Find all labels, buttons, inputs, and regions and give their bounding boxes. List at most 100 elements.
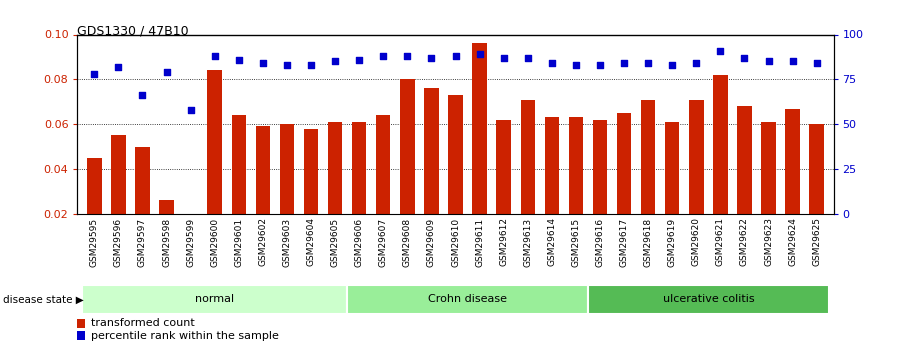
Point: [809, 60, 824, 66]
Bar: [425, 88, 438, 259]
Text: GSM29595: GSM29595: [90, 217, 98, 267]
Text: GSM29619: GSM29619: [668, 217, 677, 267]
Bar: [641, 100, 655, 259]
Text: GSM29604: GSM29604: [306, 217, 315, 266]
Text: GSM29623: GSM29623: [764, 217, 773, 266]
Text: GSM29599: GSM29599: [186, 217, 195, 267]
Point: [665, 62, 680, 68]
Text: transformed count: transformed count: [91, 318, 195, 328]
Bar: [111, 135, 126, 259]
Text: GSM29613: GSM29613: [523, 217, 532, 267]
Point: [425, 55, 439, 61]
Text: GSM29614: GSM29614: [548, 217, 557, 266]
Point: [135, 93, 149, 98]
Bar: [256, 126, 270, 259]
Text: GSM29624: GSM29624: [788, 217, 797, 266]
Bar: [593, 120, 608, 259]
Text: GSM29620: GSM29620: [691, 217, 701, 266]
Text: GSM29625: GSM29625: [813, 217, 821, 266]
Point: [785, 59, 800, 64]
Text: GSM29615: GSM29615: [571, 217, 580, 267]
Bar: [689, 100, 703, 259]
Text: GSM29612: GSM29612: [499, 217, 508, 266]
Point: [208, 53, 222, 59]
Bar: [568, 117, 583, 259]
FancyBboxPatch shape: [82, 285, 347, 314]
Point: [352, 57, 366, 62]
FancyBboxPatch shape: [588, 285, 829, 314]
Bar: [785, 108, 800, 259]
Point: [303, 62, 318, 68]
Point: [159, 69, 174, 75]
Text: GSM29603: GSM29603: [282, 217, 292, 267]
Point: [256, 60, 271, 66]
Bar: [737, 106, 752, 259]
Text: GDS1330 / 47B10: GDS1330 / 47B10: [77, 24, 189, 37]
Point: [183, 107, 198, 112]
Text: GSM29606: GSM29606: [354, 217, 363, 267]
Text: normal: normal: [195, 294, 234, 304]
Text: GSM29596: GSM29596: [114, 217, 123, 267]
Bar: [352, 122, 366, 259]
Bar: [208, 70, 222, 259]
Point: [280, 62, 294, 68]
Bar: [400, 79, 415, 259]
Text: GSM29600: GSM29600: [210, 217, 220, 267]
Text: GSM29616: GSM29616: [596, 217, 605, 267]
Text: GSM29598: GSM29598: [162, 217, 171, 267]
Bar: [496, 120, 511, 259]
Text: disease state ▶: disease state ▶: [3, 294, 84, 304]
Text: GSM29608: GSM29608: [403, 217, 412, 267]
Point: [328, 59, 343, 64]
Text: GSM29617: GSM29617: [619, 217, 629, 267]
Bar: [713, 75, 728, 259]
Bar: [280, 124, 294, 259]
Text: GSM29618: GSM29618: [644, 217, 652, 267]
Point: [448, 53, 463, 59]
FancyBboxPatch shape: [347, 285, 588, 314]
Text: GSM29611: GSM29611: [475, 217, 484, 267]
Text: ulcerative colitis: ulcerative colitis: [662, 294, 754, 304]
Bar: [473, 43, 486, 259]
Text: Crohn disease: Crohn disease: [428, 294, 507, 304]
Point: [640, 60, 655, 66]
Point: [400, 53, 415, 59]
Text: GSM29607: GSM29607: [379, 217, 388, 267]
Bar: [810, 124, 824, 259]
Text: GSM29622: GSM29622: [740, 217, 749, 266]
Bar: [617, 113, 631, 259]
Point: [568, 62, 583, 68]
Point: [545, 60, 559, 66]
Bar: [135, 147, 149, 259]
Bar: [183, 214, 198, 259]
Point: [762, 59, 776, 64]
Bar: [77, 331, 85, 340]
Point: [231, 57, 246, 62]
Bar: [328, 122, 343, 259]
Bar: [159, 200, 174, 259]
Bar: [77, 319, 85, 328]
Bar: [762, 122, 776, 259]
Bar: [545, 117, 559, 259]
Text: GSM29601: GSM29601: [234, 217, 243, 267]
Bar: [87, 158, 101, 259]
Point: [713, 48, 728, 53]
Point: [689, 60, 703, 66]
Bar: [303, 129, 318, 259]
Point: [520, 55, 535, 61]
Text: percentile rank within the sample: percentile rank within the sample: [91, 331, 280, 341]
Point: [496, 55, 511, 61]
Text: GSM29605: GSM29605: [331, 217, 340, 267]
Bar: [665, 122, 680, 259]
Text: GSM29610: GSM29610: [451, 217, 460, 267]
Point: [376, 53, 391, 59]
Point: [737, 55, 752, 61]
Bar: [520, 100, 535, 259]
Point: [472, 51, 486, 57]
Bar: [448, 95, 463, 259]
Text: GSM29621: GSM29621: [716, 217, 725, 266]
Point: [593, 62, 608, 68]
Text: GSM29602: GSM29602: [259, 217, 267, 266]
Point: [617, 60, 631, 66]
Point: [87, 71, 102, 77]
